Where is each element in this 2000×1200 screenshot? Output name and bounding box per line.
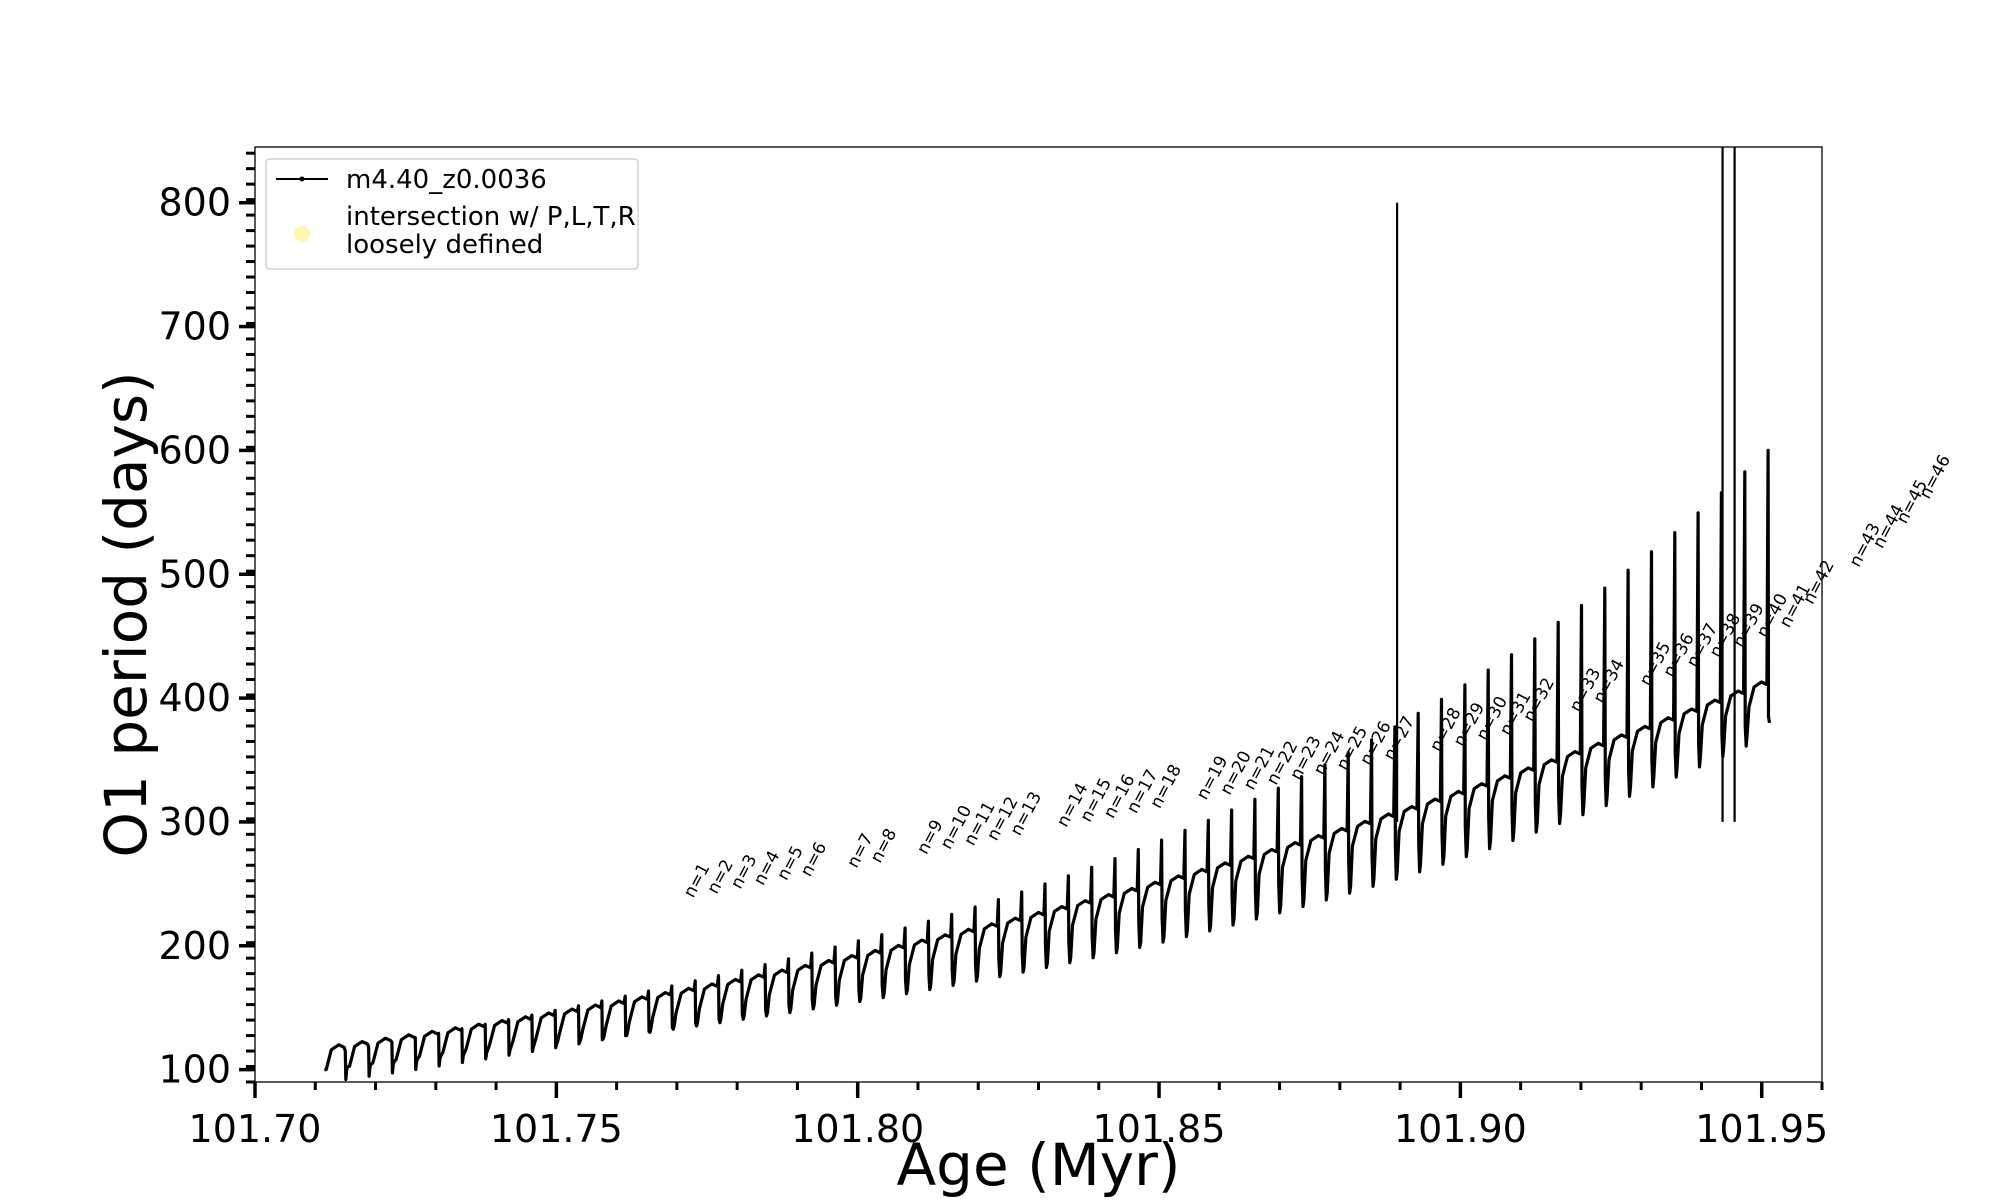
x-tick-label: 101.70 <box>189 1107 322 1151</box>
y-tick-label: 400 <box>158 676 231 720</box>
y-tick-label: 200 <box>158 924 231 968</box>
legend-box <box>265 158 639 270</box>
data-layer <box>324 147 1772 1082</box>
y-tick-label: 700 <box>158 305 231 349</box>
series-line <box>324 448 1772 1082</box>
x-tick-label: 101.80 <box>791 1107 924 1151</box>
legend-intersection-marker <box>294 226 310 242</box>
y-tick-label: 300 <box>158 800 231 844</box>
y-tick-label: 600 <box>158 428 231 472</box>
ticks-layer: 101.70 101.75 101.80 101.85 101.90 101.95 100 2… <box>158 151 1828 1151</box>
x-tick-label: 101.75 <box>490 1107 623 1151</box>
y-tick-label: 800 <box>158 181 231 225</box>
x-tick-label: 101.85 <box>1093 1107 1226 1151</box>
y-tick-label: 100 <box>158 1048 231 1092</box>
legend-label-intersection: intersection w/ P,L,T,R <box>346 202 636 232</box>
y-tick-label: 500 <box>158 552 231 596</box>
x-tick-label: 101.95 <box>1695 1107 1828 1151</box>
legend: m4.40_z0.0036 intersection w/ P,L,T,R lo… <box>265 158 639 270</box>
legend-label-intersection-line2: loosely defined <box>346 230 543 260</box>
x-axis-label: Age (Myr) <box>896 1131 1180 1199</box>
y-axis-label: O1 period (days) <box>92 371 160 857</box>
legend-line-dot <box>299 176 305 182</box>
x-tick-label: 101.90 <box>1394 1107 1527 1151</box>
annotation-layer: n=1n=2n=3n=4n=5n=6 n=7n=8 n=9n=10n=11n=12n… <box>680 452 1955 901</box>
legend-label-series: m4.40_z0.0036 <box>346 165 547 195</box>
